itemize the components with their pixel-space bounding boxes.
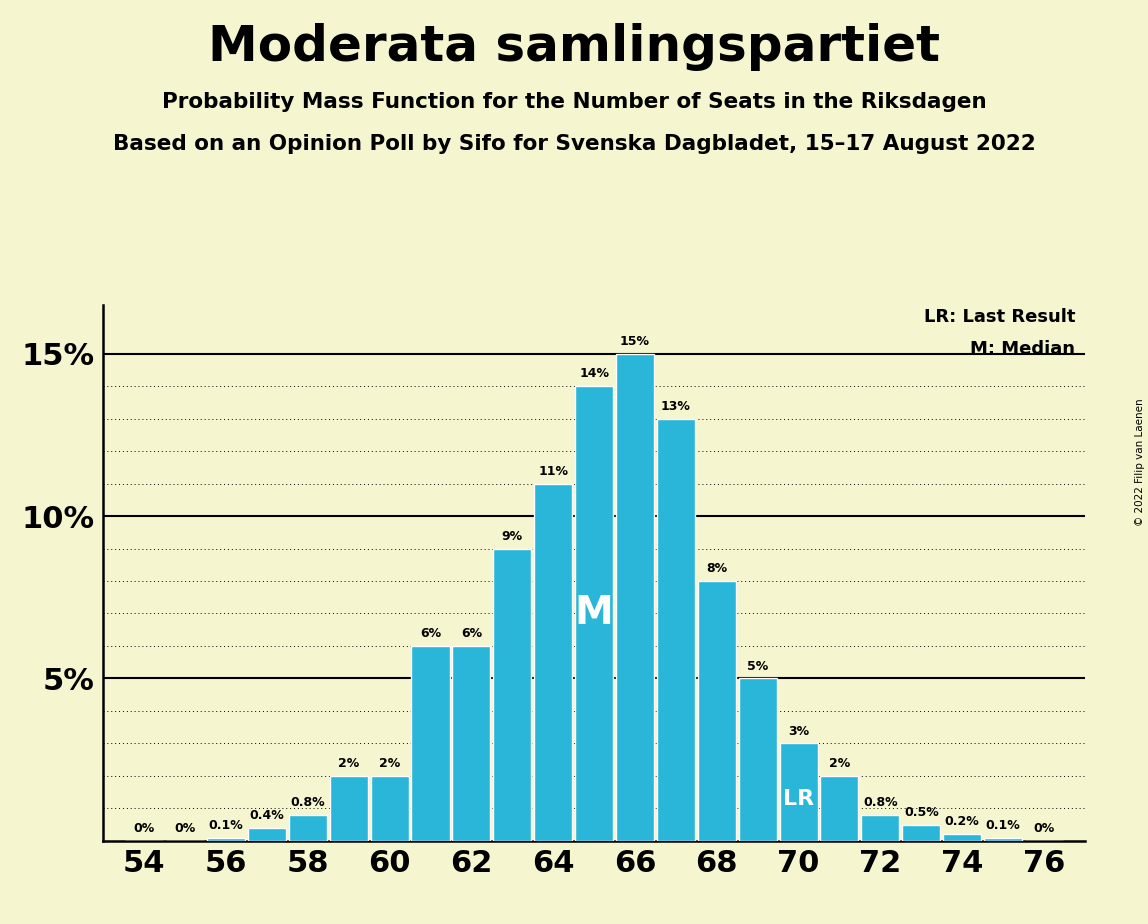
Bar — [779, 744, 817, 841]
Text: 2%: 2% — [379, 757, 401, 770]
Text: 0.1%: 0.1% — [209, 819, 243, 832]
Text: M: M — [575, 594, 613, 633]
Text: M: Median: M: Median — [970, 340, 1075, 358]
Text: Based on an Opinion Poll by Sifo for Svenska Dagbladet, 15–17 August 2022: Based on an Opinion Poll by Sifo for Sve… — [113, 134, 1035, 154]
Text: 0.8%: 0.8% — [863, 796, 898, 809]
Text: 11%: 11% — [538, 465, 568, 478]
Bar — [821, 776, 859, 841]
Bar — [248, 828, 286, 841]
Text: 0.5%: 0.5% — [903, 806, 939, 819]
Text: 0.1%: 0.1% — [986, 819, 1021, 832]
Bar — [289, 815, 327, 841]
Text: 6%: 6% — [420, 627, 441, 640]
Text: 0.4%: 0.4% — [249, 809, 285, 822]
Text: 8%: 8% — [706, 562, 728, 575]
Bar — [902, 824, 940, 841]
Bar — [861, 815, 899, 841]
Bar — [329, 776, 367, 841]
Text: 2%: 2% — [338, 757, 359, 770]
Bar — [575, 386, 613, 841]
Text: 9%: 9% — [502, 529, 522, 542]
Text: Moderata samlingspartiet: Moderata samlingspartiet — [208, 23, 940, 71]
Text: 0%: 0% — [133, 822, 155, 835]
Bar — [616, 354, 654, 841]
Text: 0.2%: 0.2% — [945, 816, 979, 829]
Text: 13%: 13% — [661, 400, 691, 413]
Text: 2%: 2% — [829, 757, 851, 770]
Text: LR: Last Result: LR: Last Result — [923, 308, 1075, 325]
Bar — [738, 678, 777, 841]
Text: 0.8%: 0.8% — [290, 796, 325, 809]
Bar — [657, 419, 695, 841]
Text: LR: LR — [783, 788, 814, 808]
Text: Probability Mass Function for the Number of Seats in the Riksdagen: Probability Mass Function for the Number… — [162, 92, 986, 113]
Bar — [371, 776, 409, 841]
Bar — [411, 646, 450, 841]
Bar — [698, 581, 736, 841]
Bar — [944, 834, 982, 841]
Bar — [984, 837, 1022, 841]
Bar — [452, 646, 490, 841]
Bar — [207, 837, 245, 841]
Text: 0%: 0% — [174, 822, 196, 835]
Bar — [534, 483, 572, 841]
Text: 3%: 3% — [788, 724, 809, 737]
Bar — [494, 549, 532, 841]
Text: 14%: 14% — [579, 367, 610, 381]
Text: 15%: 15% — [620, 334, 650, 347]
Text: 0%: 0% — [1033, 822, 1055, 835]
Text: 6%: 6% — [460, 627, 482, 640]
Text: © 2022 Filip van Laenen: © 2022 Filip van Laenen — [1134, 398, 1145, 526]
Text: 5%: 5% — [747, 660, 768, 673]
